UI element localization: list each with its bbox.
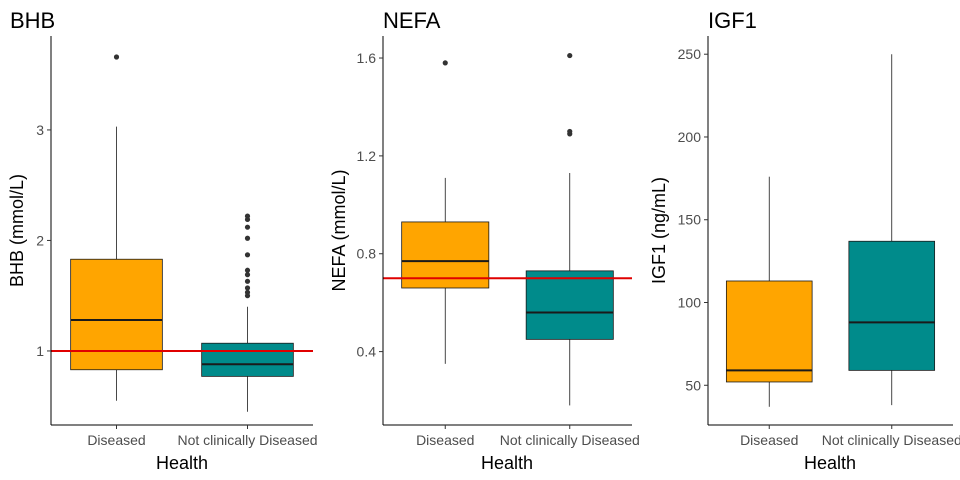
x-axis-title: Health <box>804 453 856 473</box>
y-tick-label: 200 <box>678 129 702 145</box>
outlier-point <box>244 278 251 284</box>
outlier-point <box>244 285 251 291</box>
outlier-point <box>567 128 573 135</box>
outlier-point <box>244 272 251 278</box>
y-tick-label: 2 <box>36 232 44 248</box>
y-axis-title: BHB (mmol/L) <box>7 174 27 287</box>
outlier-point <box>244 213 251 219</box>
iqr-box <box>401 221 490 289</box>
outlier-point <box>244 224 251 230</box>
panel-title: IGF1 <box>708 8 757 33</box>
y-tick-label: 3 <box>36 122 44 138</box>
box-not-clinically-diseased <box>201 213 294 412</box>
y-axis-title: NEFA (mmol/L) <box>329 169 349 291</box>
x-tick-label: Not clinically Diseased <box>822 432 960 448</box>
y-tick-label: 250 <box>678 46 702 62</box>
x-tick-label: Diseased <box>87 432 145 448</box>
x-tick-label: Diseased <box>416 432 474 448</box>
panel-bhb: BHB 1 2 3 Diseased Not clinically Diseased Hea… <box>7 8 318 473</box>
panel-igf1: IGF1 50 100 150 200 250 Diseased Not clinically… <box>649 8 960 473</box>
iqr-box <box>725 280 813 383</box>
outlier-point <box>244 267 251 273</box>
x-tick-label: Not clinically Diseased <box>177 432 317 448</box>
outlier-point <box>567 52 573 59</box>
box-diseased <box>725 176 813 407</box>
y-tick-label: 0.8 <box>357 246 377 262</box>
iqr-box <box>848 240 936 371</box>
box-not-clinically-diseased <box>848 54 936 406</box>
y-tick-label: 150 <box>678 212 702 228</box>
outlier-point <box>244 235 251 241</box>
outlier-point <box>244 252 251 258</box>
y-tick-label: 1.6 <box>357 50 377 66</box>
x-axis-title: Health <box>156 453 208 473</box>
panel-title: NEFA <box>383 8 441 33</box>
x-tick-label: Not clinically Diseased <box>500 432 640 448</box>
y-tick-label: 100 <box>678 295 702 311</box>
box-not-clinically-diseased <box>525 52 614 406</box>
box-diseased <box>70 54 163 401</box>
iqr-box <box>70 258 163 371</box>
y-tick-label: 50 <box>685 377 701 393</box>
iqr-box <box>525 270 614 340</box>
outlier-point <box>244 289 251 295</box>
panel-nefa: NEFA 0.4 0.8 1.2 1.6 Diseased Not clinically D… <box>329 8 640 473</box>
iqr-box <box>201 342 294 377</box>
box-diseased <box>401 60 490 364</box>
panel-title: BHB <box>10 8 55 33</box>
y-tick-label: 0.4 <box>357 344 377 360</box>
x-tick-label: Diseased <box>740 432 798 448</box>
outlier-point <box>113 54 120 60</box>
outlier-point <box>442 60 448 66</box>
y-tick-label: 1 <box>36 343 44 359</box>
y-tick-label: 1.2 <box>357 148 377 164</box>
y-axis-title: IGF1 (ng/mL) <box>649 177 669 284</box>
x-axis-title: Health <box>481 453 533 473</box>
